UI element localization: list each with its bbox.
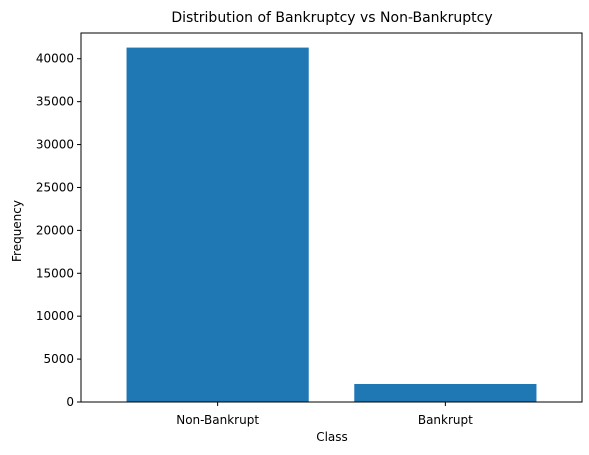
y-tick-label: 35000 xyxy=(36,95,74,109)
y-tick-label: 0 xyxy=(66,395,74,409)
plot-frame xyxy=(80,32,583,403)
x-tick-label: Non-Bankrupt xyxy=(176,413,259,427)
y-tick-label: 30000 xyxy=(36,138,74,152)
bars-group xyxy=(126,47,537,402)
x-axis-label: Class xyxy=(316,430,348,444)
x-tick-label: Bankrupt xyxy=(418,413,473,427)
y-tick-label: 25000 xyxy=(36,180,74,194)
x-axis-ticks: Non-Bankrupt Bankrupt xyxy=(176,402,473,427)
chart-title: Distribution of Bankruptcy vs Non-Bankru… xyxy=(171,10,492,26)
y-tick-label: 20000 xyxy=(36,223,74,237)
y-tick-label: 15000 xyxy=(36,266,74,280)
bar-non-bankrupt xyxy=(126,47,309,402)
bar-bankrupt xyxy=(354,383,537,402)
y-axis-ticks: 0 5000 10000 15000 20000 25000 30000 35000 40000 xyxy=(36,52,81,409)
y-axis-label: Frequency xyxy=(10,200,24,262)
y-tick-label: 10000 xyxy=(36,309,74,323)
y-tick-label: 40000 xyxy=(36,52,74,66)
y-tick-label: 5000 xyxy=(43,352,74,366)
